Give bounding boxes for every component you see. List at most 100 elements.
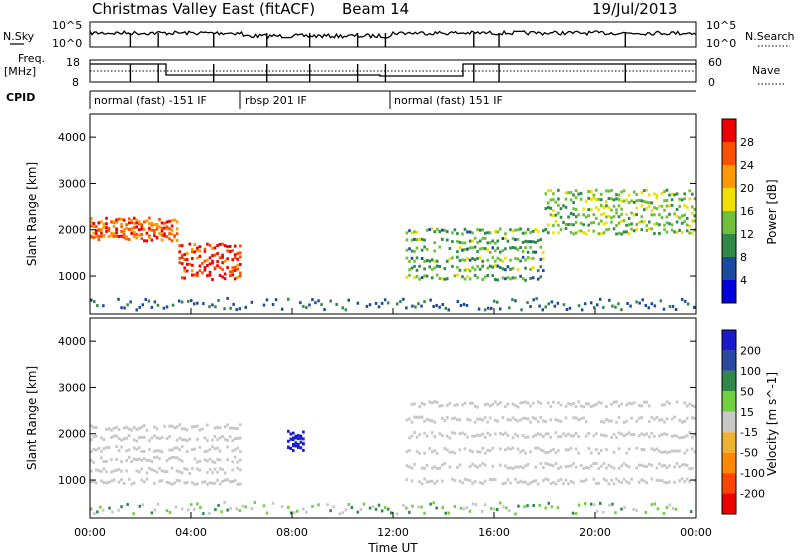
heat-cell <box>463 277 467 281</box>
heat-cell <box>160 233 164 237</box>
heat-cell <box>481 482 484 485</box>
heat-cell <box>190 503 193 507</box>
heat-cell <box>511 446 515 450</box>
heat-cell <box>608 503 611 507</box>
heat-cell <box>453 228 457 232</box>
heat-cell <box>203 268 207 272</box>
heat-cell <box>605 466 608 470</box>
heat-cell <box>208 305 211 309</box>
heat-cell <box>208 457 212 461</box>
heat-cell <box>516 268 520 272</box>
y-tick-label: 4000 <box>58 131 86 144</box>
heat-cell <box>462 507 466 511</box>
heat-cell <box>685 416 689 420</box>
heat-cell <box>683 451 686 455</box>
heat-cell <box>577 418 580 422</box>
heat-cell <box>435 273 439 277</box>
heat-cell <box>471 257 474 260</box>
heat-cell <box>183 266 186 270</box>
heat-cell <box>622 230 626 234</box>
heat-cell <box>554 431 558 435</box>
heat-cell <box>408 268 411 272</box>
heat-cell <box>605 200 608 204</box>
heat-cell <box>567 215 570 219</box>
heat-cell <box>132 221 136 225</box>
heat-cell <box>511 416 515 420</box>
heat-cell <box>178 470 181 474</box>
heat-cell <box>170 456 174 459</box>
heat-cell <box>643 220 646 224</box>
heat-cell <box>302 448 305 452</box>
heat-cell <box>663 450 666 454</box>
heat-cell <box>236 466 239 470</box>
heat-cell <box>693 197 697 201</box>
heat-cell <box>668 305 672 308</box>
heat-cell <box>630 227 633 231</box>
heat-cell <box>627 223 631 227</box>
heat-cell <box>524 239 527 243</box>
colorbar-swatch <box>722 411 736 433</box>
heat-cell <box>680 477 684 481</box>
heat-cell <box>173 234 176 238</box>
heat-cell <box>95 425 98 429</box>
heat-cell <box>691 447 694 451</box>
heat-cell <box>644 510 647 514</box>
heat-cell <box>226 478 229 482</box>
heat-cell <box>663 463 666 467</box>
nsky-trace <box>89 29 697 47</box>
heat-cell <box>107 235 111 238</box>
heat-cell <box>597 466 601 470</box>
heat-cell <box>584 200 588 203</box>
heat-cell <box>640 215 644 219</box>
heat-cell <box>509 277 512 281</box>
heat-cell <box>236 267 239 271</box>
heat-cell <box>663 190 666 194</box>
heat-cell <box>235 308 238 312</box>
heat-cell <box>494 249 497 253</box>
heat-cell <box>557 401 560 405</box>
heat-cell <box>519 401 522 405</box>
heat-cell <box>494 432 497 436</box>
heat-cell <box>602 222 606 226</box>
heat-cell <box>496 256 500 260</box>
heat-cell <box>668 450 671 454</box>
heat-cell <box>658 223 661 227</box>
heat-cell <box>446 434 449 438</box>
heat-cell <box>557 223 560 227</box>
heat-cell <box>542 479 545 483</box>
heat-cell <box>196 424 199 428</box>
heat-cell <box>368 506 372 510</box>
heat-cell <box>430 466 434 470</box>
heat-cell <box>150 305 154 309</box>
heat-cell <box>408 273 411 277</box>
colorbar-tick-label: 12 <box>740 228 754 241</box>
heat-cell <box>100 228 103 232</box>
heat-cell <box>221 242 224 246</box>
heat-cell <box>271 501 275 505</box>
heat-cell <box>112 232 116 236</box>
heat-cell <box>228 426 232 430</box>
heat-cell <box>483 275 487 279</box>
heat-cell <box>683 299 687 303</box>
heat-cell <box>595 216 598 220</box>
heat-cell <box>132 425 136 429</box>
heat-cell <box>626 302 629 305</box>
heat-cell <box>122 232 126 236</box>
heat-cell <box>102 481 106 485</box>
heat-cell <box>668 480 671 484</box>
heat-cell <box>590 208 593 212</box>
heat-cell <box>577 451 580 455</box>
heat-cell <box>516 405 520 409</box>
heat-cell <box>299 440 303 444</box>
heat-cell <box>675 230 679 234</box>
heat-cell <box>675 192 679 196</box>
heat-cell <box>110 458 113 462</box>
heat-cell <box>552 481 555 485</box>
heat-cell <box>534 240 537 244</box>
heat-cell <box>549 213 553 217</box>
heat-cell <box>476 417 479 421</box>
heat-cell <box>108 506 111 510</box>
heat-cell <box>178 250 181 254</box>
heat-cell <box>95 448 98 452</box>
heat-cell <box>99 505 102 509</box>
